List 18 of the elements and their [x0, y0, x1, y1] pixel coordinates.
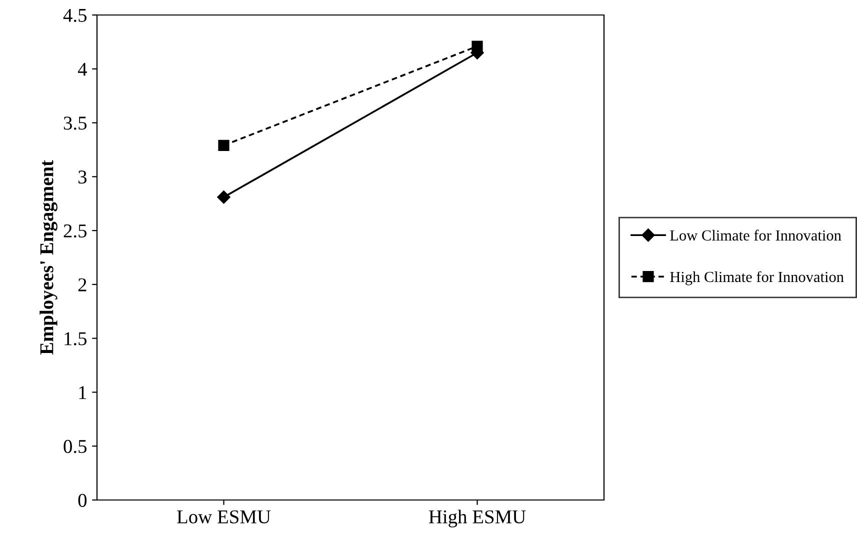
y-tick-label: 3.5: [64, 116, 87, 130]
y-tick-label: 3: [78, 170, 87, 184]
legend-label: Low Climate for Innovation: [670, 230, 842, 241]
y-tick-label: 1.5: [64, 332, 87, 346]
x-tick-label: High ESMU: [428, 510, 526, 528]
x-tick-label: Low ESMU: [177, 510, 271, 524]
y-axis-title: Employees' Engagment: [40, 160, 58, 355]
y-tick-label: 2.5: [64, 224, 87, 238]
y-tick-label: 4: [78, 62, 87, 76]
point: [217, 190, 230, 204]
y-tick-label: 2: [78, 278, 86, 292]
point: [472, 40, 483, 52]
legend-label: High Climate for Innovation: [670, 271, 844, 286]
y-tick-label: 0: [78, 494, 87, 507]
y-tick-label: 4.5: [63, 8, 87, 22]
point: [218, 140, 230, 151]
y-tick-label: 0.5: [64, 440, 87, 454]
y-tick-label: 1: [79, 386, 86, 399]
